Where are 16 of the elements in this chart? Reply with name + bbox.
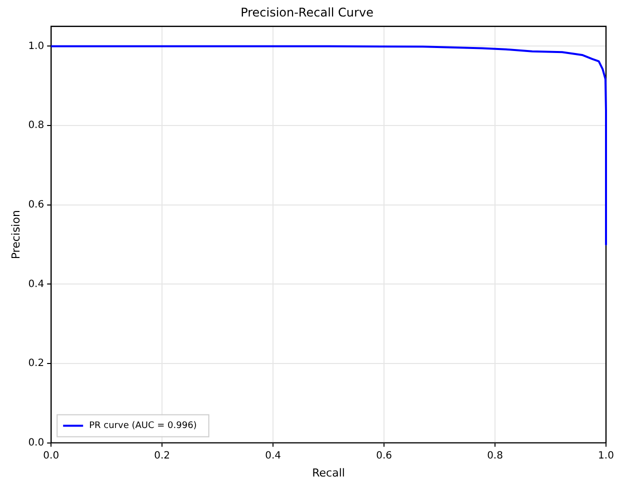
x-tick-label: 0.8 [487, 450, 503, 462]
chart-title: Precision-Recall Curve [240, 5, 374, 20]
y-tick-label: 1.0 [28, 40, 44, 52]
x-tick-label: 0.6 [376, 450, 392, 462]
x-tick-label: 0.4 [265, 450, 282, 462]
y-tick-label: 0.4 [28, 278, 44, 290]
legend-label: PR curve (AUC = 0.996) [89, 421, 197, 432]
y-tick-label: 0.8 [28, 120, 44, 132]
y-tick-label: 0.0 [28, 437, 44, 448]
x-tick-label: 0.0 [43, 450, 60, 462]
x-axis-title: Recall [312, 466, 345, 480]
y-tick-label: 0.6 [28, 199, 44, 210]
y-axis-title: Precision [9, 210, 22, 260]
x-tick-label: 0.2 [154, 450, 170, 462]
x-tick-label: 1.0 [598, 450, 614, 462]
y-tick-label: 0.2 [28, 358, 44, 370]
